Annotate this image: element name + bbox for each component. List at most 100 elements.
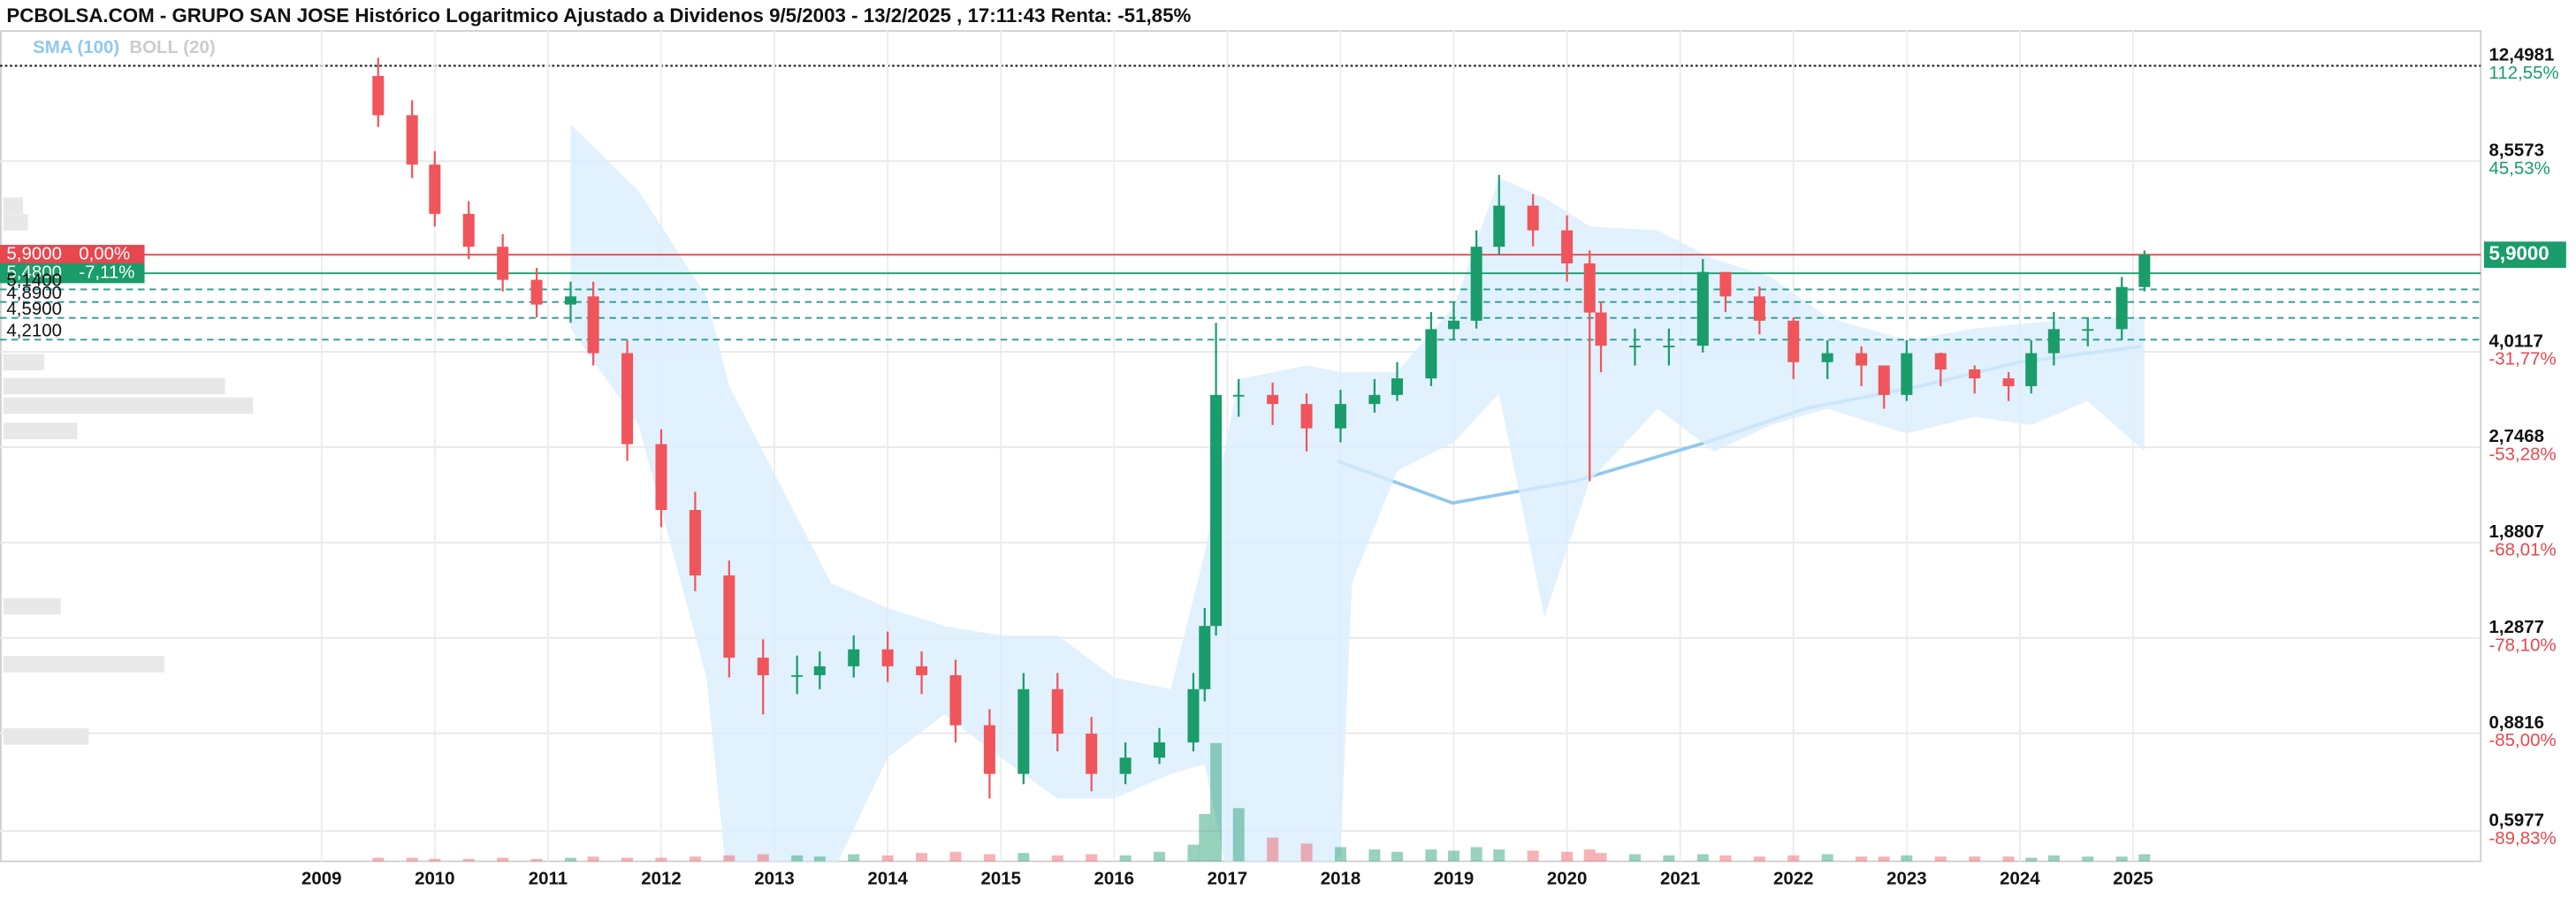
- candle-body: [1425, 329, 1437, 379]
- candle-body: [1878, 365, 1890, 395]
- volume-bar: [1470, 847, 1482, 862]
- volume-bar: [1210, 742, 1223, 862]
- current-price-badge: [2483, 241, 2566, 269]
- y-tick-label: 1,2877: [2489, 617, 2545, 637]
- candle-body: [1753, 296, 1765, 321]
- x-tick-label: 2014: [867, 868, 908, 888]
- candle-body: [1583, 263, 1596, 313]
- candle-body: [587, 296, 599, 354]
- profile-bar: [3, 728, 89, 745]
- volume-bar: [1969, 856, 1981, 862]
- volume-bar: [1119, 855, 1132, 862]
- y-tick-label: 12,4981: [2489, 45, 2555, 65]
- candle-body: [1017, 689, 1030, 774]
- candle-body: [1856, 353, 1868, 366]
- candle-body: [2025, 353, 2038, 386]
- volume-bar: [1086, 854, 1098, 862]
- x-tick-label: 2012: [641, 868, 681, 888]
- candle-body: [1154, 742, 1166, 758]
- candle-body: [1787, 320, 1800, 362]
- volume-bar: [689, 856, 701, 862]
- candle-body: [1901, 353, 1913, 395]
- y-tick-label: 8,5573: [2489, 141, 2545, 161]
- volume-bar: [1821, 854, 1833, 862]
- candle-body: [1448, 320, 1460, 330]
- y-tick-change: -31,77%: [2489, 349, 2557, 369]
- legend-entry: SMA (100): [33, 37, 119, 57]
- candle-body: [1493, 205, 1505, 247]
- volume-bar: [1267, 837, 1279, 862]
- volume-bar: [1154, 851, 1166, 862]
- volume-bar: [1527, 850, 1539, 862]
- candle-body: [813, 666, 826, 675]
- y-tick-change: -68,01%: [2489, 539, 2557, 559]
- level-label: 4,5900: [6, 299, 62, 319]
- y-tick-label: 2,7468: [2489, 426, 2545, 446]
- volume-bar: [2115, 856, 2128, 862]
- candle-body: [1696, 271, 1709, 346]
- x-tick-label: 2019: [1434, 868, 1474, 888]
- candle-body: [1628, 346, 1641, 348]
- profile-bar: [3, 397, 254, 415]
- volume-bar: [1391, 851, 1403, 862]
- volume-bar: [1493, 849, 1505, 862]
- candles: [372, 57, 2151, 799]
- volume-bar: [462, 858, 475, 862]
- volume-bar: [1561, 851, 1574, 862]
- volume-bar: [813, 856, 826, 862]
- candle-body: [1663, 346, 1675, 348]
- candle-body: [757, 658, 769, 675]
- levels: [0, 254, 2481, 341]
- volume-bar: [1753, 856, 1765, 862]
- candle-body: [406, 115, 418, 165]
- volume-bar: [791, 855, 804, 862]
- indicators: [570, 124, 2145, 862]
- x-tick-label: 2023: [1886, 868, 1926, 888]
- x-tick-label: 2016: [1094, 868, 1134, 888]
- candle-body: [1934, 353, 1947, 370]
- x-tick-label: 2020: [1547, 868, 1587, 888]
- volume-bar: [1856, 856, 1868, 862]
- candle-body: [530, 279, 543, 305]
- level-badge: [0, 263, 145, 284]
- x-tick-label: 2009: [301, 868, 341, 888]
- volume-bar: [1425, 849, 1437, 862]
- volume-bar: [1878, 856, 1890, 862]
- x-tick-label: 2015: [980, 868, 1020, 888]
- candle-body: [1187, 689, 1200, 742]
- volume-bar: [1787, 855, 1800, 862]
- candle-body: [949, 674, 962, 726]
- volume-bar: [1901, 855, 1913, 862]
- volume-bar: [2082, 856, 2094, 862]
- candle-body: [1267, 394, 1279, 405]
- bollinger-band: [570, 124, 2145, 862]
- x-tick-label: 2018: [1321, 868, 1360, 888]
- candle-body: [1719, 271, 1732, 297]
- volume-bar: [1300, 843, 1313, 862]
- volume-bar: [1051, 855, 1063, 862]
- candle-body: [1119, 757, 1132, 774]
- volume-bar: [1628, 854, 1641, 862]
- candle-body: [372, 76, 385, 116]
- profile-bar: [3, 197, 24, 214]
- candle-body: [1086, 734, 1098, 774]
- volume-bar: [1334, 847, 1346, 862]
- volume-bar: [2025, 857, 2038, 862]
- candle-body: [1969, 369, 1981, 379]
- candle-body: [1470, 247, 1482, 321]
- volume-bar: [1663, 855, 1675, 862]
- x-tick-label: 2017: [1208, 868, 1247, 888]
- volume-bar: [848, 854, 860, 862]
- y-tick-change: -89,83%: [2489, 828, 2557, 849]
- level-label: 4,2100: [6, 320, 62, 340]
- legend-entry: BOLL (20): [129, 37, 215, 57]
- candle-body: [2115, 286, 2128, 330]
- candle-body: [1391, 378, 1403, 395]
- y-tick-change: -78,10%: [2489, 635, 2557, 655]
- candle-body: [791, 674, 804, 677]
- volume-bar: [2002, 856, 2015, 862]
- level-change: -7,11%: [79, 263, 134, 283]
- profile-bar: [3, 214, 28, 231]
- volume-bar: [916, 853, 928, 862]
